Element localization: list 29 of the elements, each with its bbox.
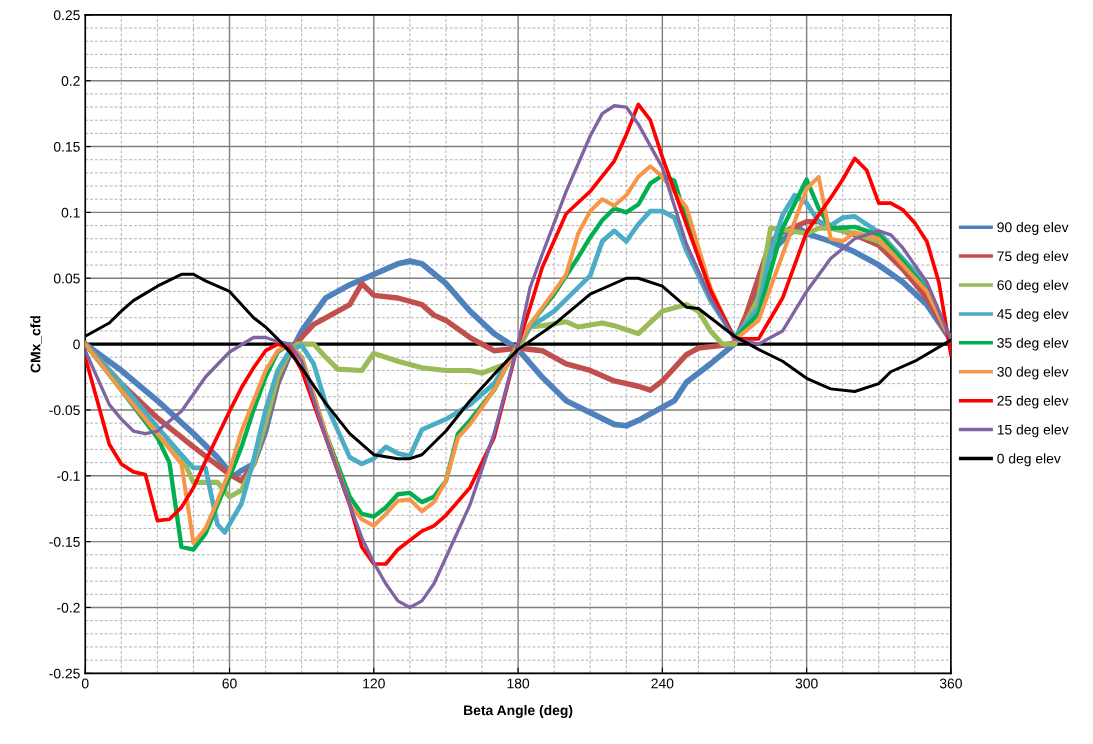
x-tick-label: 120 xyxy=(363,678,385,689)
legend-label: 0 deg elev xyxy=(997,453,1061,467)
legend-label: 25 deg elev xyxy=(997,395,1069,409)
y-tick-label: -0.15 xyxy=(49,536,80,547)
y-tick-label: 0.05 xyxy=(53,273,80,284)
y-tick-label: -0.1 xyxy=(57,471,80,481)
y-tick-label: 0.25 xyxy=(53,10,80,21)
y-tick-label: -0.05 xyxy=(49,405,80,416)
x-tick-label: 60 xyxy=(222,678,237,689)
y-tick-label: 0 xyxy=(73,339,80,350)
y-tick-label: 0.1 xyxy=(61,207,80,218)
legend-label: 75 deg elev xyxy=(997,250,1069,264)
y-tick-label: -0.25 xyxy=(49,668,80,679)
y-tick-label: -0.2 xyxy=(57,602,80,613)
y-tick-label: 0.15 xyxy=(53,141,80,152)
x-tick-label: 180 xyxy=(507,678,530,689)
x-tick-label: 0 xyxy=(81,678,89,689)
legend-label: 45 deg elev xyxy=(997,308,1069,322)
x-tick-label: 360 xyxy=(939,678,962,689)
x-tick-label: 300 xyxy=(795,678,818,689)
legend-label: 60 deg elev xyxy=(997,279,1069,293)
legend-label: 90 deg elev xyxy=(997,221,1069,235)
legend-label: 30 deg elev xyxy=(997,366,1069,380)
legend-label: 35 deg elev xyxy=(997,337,1069,351)
y-axis-title: CMx_cfd xyxy=(30,316,42,373)
x-tick-label: 240 xyxy=(651,678,674,689)
legend-label: 15 deg elev xyxy=(997,424,1069,438)
x-axis-title: Beta Angle (deg) xyxy=(464,705,573,719)
y-tick-label: 0.2 xyxy=(61,76,80,86)
